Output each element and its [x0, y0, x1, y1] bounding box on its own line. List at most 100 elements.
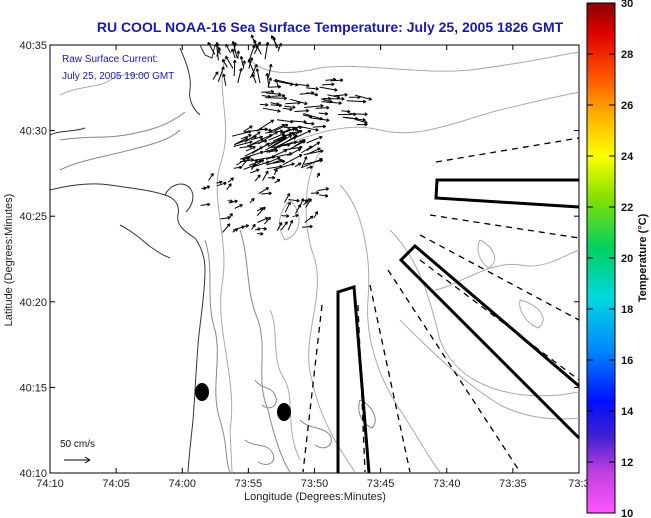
sst-contours	[59, 111, 376, 473]
x-tick-label: 74:10	[36, 478, 64, 490]
current-vector	[222, 58, 228, 68]
current-vector	[259, 102, 269, 107]
current-vector	[201, 186, 207, 191]
current-vector	[294, 162, 302, 168]
colorbar-tick-label: 26	[621, 100, 633, 112]
current-vector	[225, 55, 234, 69]
station-marker	[277, 403, 291, 421]
current-vector	[354, 94, 373, 101]
current-vector	[285, 101, 301, 105]
bathy-contour	[249, 51, 580, 73]
current-vector	[296, 129, 312, 138]
current-vector	[356, 122, 368, 127]
current-vector	[272, 159, 286, 164]
current-vector	[316, 172, 321, 178]
sst-contour	[254, 379, 277, 409]
current-vector	[250, 168, 260, 174]
current-vector	[226, 183, 232, 190]
bathy-contour	[279, 199, 300, 241]
current-vector	[261, 191, 272, 196]
current-vector	[216, 180, 223, 185]
current-vector	[274, 78, 279, 88]
current-vector	[255, 227, 261, 231]
sst-contour	[59, 129, 181, 171]
y-tick-label: 40:15	[19, 382, 47, 394]
current-vector	[231, 40, 238, 59]
chart-title: RU COOL NOAA-16 Sea Surface Temperature:…	[97, 19, 564, 35]
station-marker	[195, 383, 209, 401]
y-axis-label: Latitude (Degrees:Minutes)	[3, 194, 15, 327]
current-vector	[241, 224, 250, 228]
current-vector	[266, 148, 279, 153]
current-vector	[277, 42, 283, 52]
current-vector	[269, 123, 286, 133]
x-tick-label: 74:05	[102, 478, 130, 490]
current-vector	[235, 158, 246, 166]
current-vector	[231, 130, 252, 137]
current-vector	[337, 112, 357, 117]
current-vector	[267, 175, 276, 180]
current-vector	[306, 86, 319, 91]
current-vector	[248, 57, 254, 69]
x-tick-label: 73:45	[367, 478, 395, 490]
current-vector	[282, 107, 293, 112]
current-vector	[260, 128, 273, 133]
current-vector	[222, 223, 231, 233]
current-vector	[255, 68, 261, 83]
colorbar-tick-label: 28	[621, 49, 633, 61]
colorbar-tick-label: 12	[621, 457, 633, 469]
current-vector	[233, 42, 238, 53]
y-tick-marks	[50, 44, 579, 474]
current-vector	[256, 207, 264, 212]
colorbar-tick-label: 10	[621, 508, 633, 518]
x-tick-label: 73:35	[499, 478, 527, 490]
colorbar-tick-label: 24	[621, 151, 634, 163]
bathy-contour	[389, 229, 580, 397]
current-vector	[232, 59, 237, 77]
y-tick-label: 40:25	[19, 211, 47, 223]
current-vector	[302, 114, 313, 119]
x-tick-marks	[49, 45, 580, 473]
colorbar-tick-label: 22	[621, 202, 633, 214]
current-vector	[312, 124, 326, 129]
current-vector	[313, 211, 319, 219]
current-vector	[310, 191, 320, 195]
current-vector	[330, 78, 344, 83]
colorbar-tick-labels: 30 28 26 24 22 20 18 16 14 12 10	[621, 0, 634, 518]
scale-arrow	[64, 456, 91, 464]
current-vector	[302, 224, 313, 229]
current-vector	[261, 89, 275, 94]
current-vector	[249, 64, 258, 79]
current-vector	[281, 214, 290, 218]
current-vector	[262, 170, 269, 181]
current-vector	[265, 129, 284, 134]
current-vector	[233, 140, 253, 147]
current-vector	[261, 94, 272, 99]
annotation-line-2: July 25, 2005 19:00 GMT	[62, 71, 174, 82]
current-vector	[222, 73, 227, 86]
sector-outline-east	[434, 178, 580, 209]
y-tick-label: 40:10	[19, 468, 47, 480]
current-vector	[284, 125, 303, 130]
colorbar-tick-label: 30	[621, 0, 633, 10]
current-vector	[317, 187, 329, 192]
current-vector	[251, 138, 264, 145]
sst-contour	[239, 229, 291, 473]
current-vector	[254, 174, 261, 182]
current-vector	[282, 154, 303, 166]
current-vector	[244, 131, 261, 143]
bathy-contour	[339, 184, 441, 473]
current-vector	[318, 111, 329, 116]
sector-outline-south	[336, 285, 371, 474]
coastline-path	[49, 183, 206, 473]
current-vector	[227, 199, 234, 203]
current-vector	[291, 120, 307, 124]
current-vector	[245, 146, 256, 152]
current-vector	[304, 121, 315, 126]
current-vector	[304, 104, 324, 108]
x-tick-label: 74:00	[168, 478, 196, 490]
current-vector	[248, 44, 256, 60]
bathy-contour	[477, 239, 496, 269]
current-vector	[294, 108, 310, 113]
